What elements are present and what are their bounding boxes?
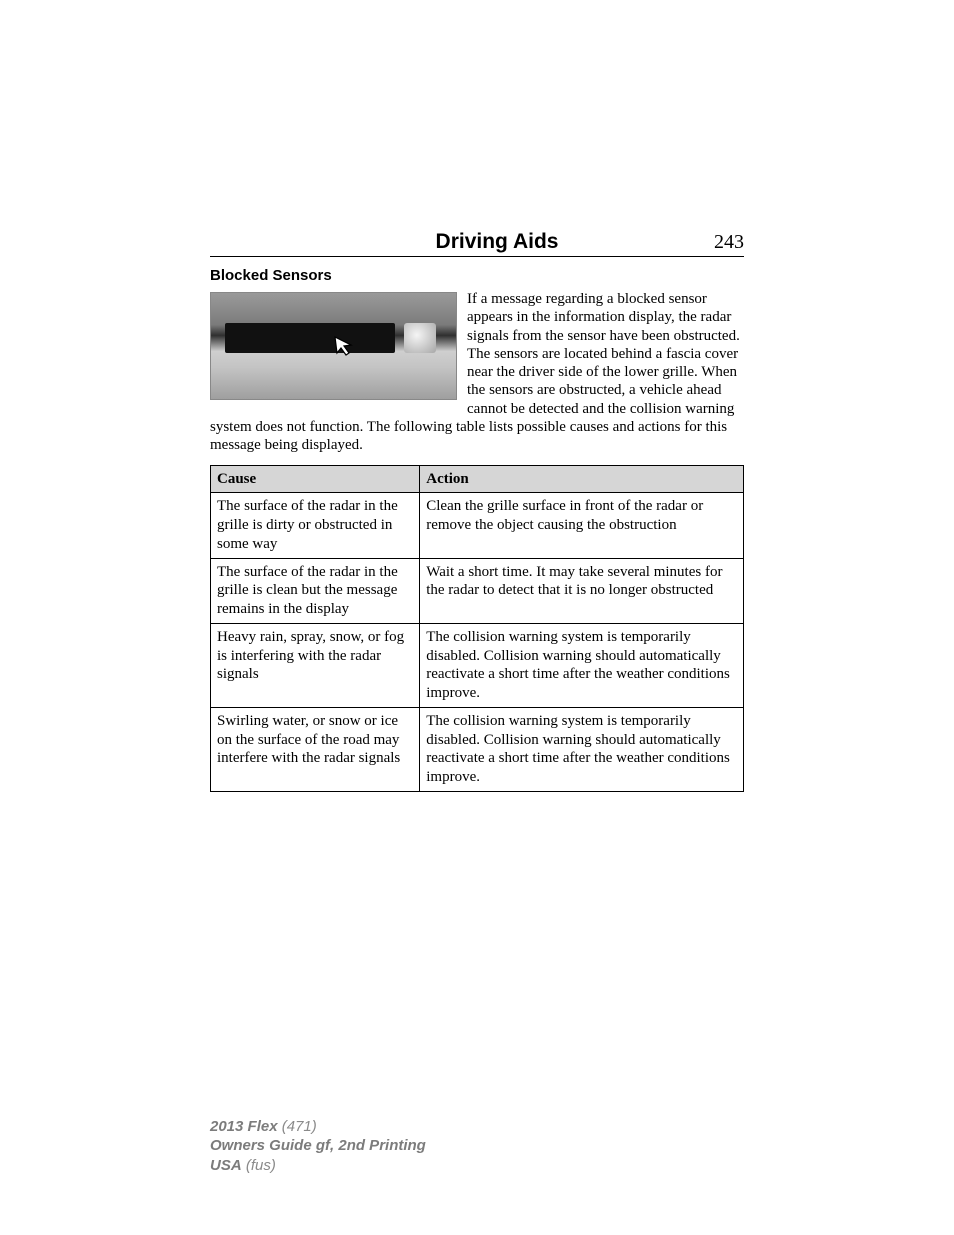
table-row: Swirling water, or snow or ice on the su…	[211, 707, 744, 791]
footer-code: (471)	[278, 1118, 317, 1135]
page-number: 243	[714, 231, 744, 254]
table-row: Heavy rain, spray, snow, or fog is inter…	[211, 623, 744, 707]
page-header: Driving Aids 243	[210, 230, 744, 257]
page: Driving Aids 243 Blocked Sensors If a me…	[0, 0, 954, 792]
table-header-row: Cause Action	[211, 465, 744, 493]
table-row: The surface of the radar in the grille i…	[211, 493, 744, 558]
sensor-location-figure	[210, 292, 457, 400]
fog-lamp-graphic	[404, 323, 436, 353]
cause-cell: Swirling water, or snow or ice on the su…	[211, 707, 420, 791]
cause-cell: The surface of the radar in the grille i…	[211, 493, 420, 558]
causes-actions-table: Cause Action The surface of the radar in…	[210, 465, 744, 792]
col-header-cause: Cause	[211, 465, 420, 493]
grille-slot-graphic	[225, 323, 395, 353]
action-cell: The collision warning system is temporar…	[420, 707, 744, 791]
footer-region-code: (fus)	[242, 1157, 276, 1174]
cause-cell: Heavy rain, spray, snow, or fog is inter…	[211, 623, 420, 707]
footer-line-1: 2013 Flex (471)	[210, 1117, 426, 1137]
table-row: The surface of the radar in the grille i…	[211, 558, 744, 623]
action-cell: The collision warning system is temporar…	[420, 623, 744, 707]
footer-line-2: Owners Guide gf, 2nd Printing	[210, 1136, 426, 1156]
cause-cell: The surface of the radar in the grille i…	[211, 558, 420, 623]
pointer-arrow-icon	[331, 333, 355, 357]
action-cell: Wait a short time. It may take several m…	[420, 558, 744, 623]
action-cell: Clean the grille surface in front of the…	[420, 493, 744, 558]
col-header-action: Action	[420, 465, 744, 493]
footer-model: 2013 Flex	[210, 1118, 278, 1135]
footer-line-3: USA (fus)	[210, 1156, 426, 1176]
subheading: Blocked Sensors	[210, 267, 744, 284]
footer-region: USA	[210, 1157, 242, 1174]
section-title: Driving Aids	[280, 230, 714, 254]
page-footer: 2013 Flex (471) Owners Guide gf, 2nd Pri…	[210, 1117, 426, 1176]
